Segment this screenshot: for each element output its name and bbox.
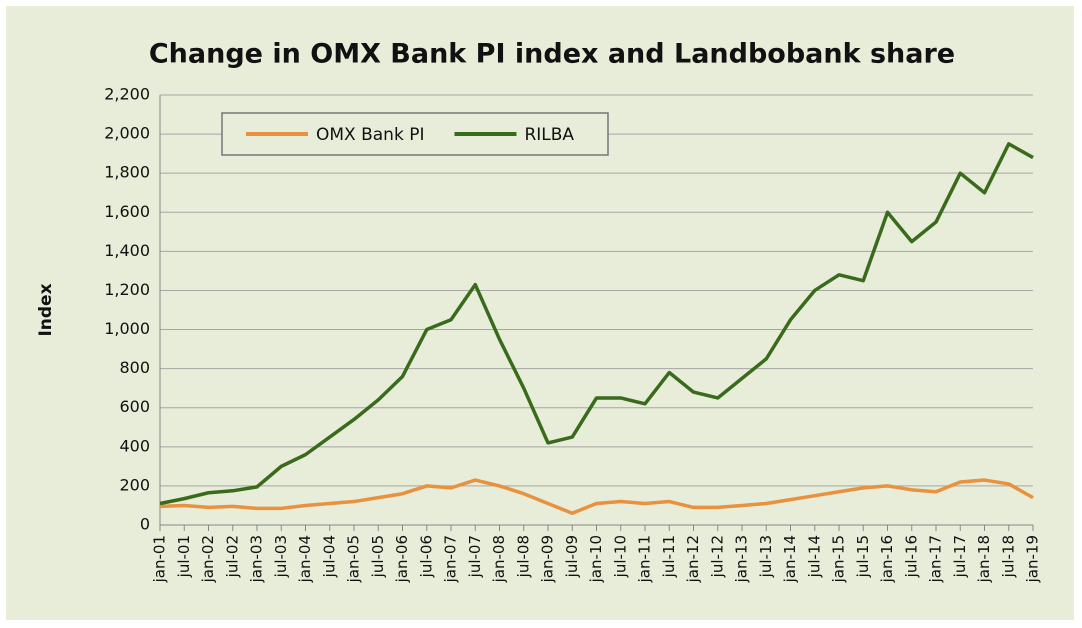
x-tick-label: jul-08: [514, 535, 532, 578]
x-tick-label: jan-01: [151, 535, 169, 583]
x-tick-label: jul-15: [854, 535, 872, 578]
y-tick-label: 600: [119, 397, 150, 416]
x-tick-label: jul-13: [757, 535, 775, 578]
y-tick-label: 2,200: [104, 85, 150, 104]
x-tick-label: jul-10: [611, 535, 629, 578]
y-tick-label: 0: [140, 515, 150, 534]
y-tick-label: 400: [119, 436, 150, 455]
x-tick-label: jan-14: [781, 535, 799, 583]
y-tick-label: 1,800: [104, 163, 150, 182]
x-tick-label: jan-08: [490, 535, 508, 583]
x-tick-label: jan-06: [393, 535, 411, 583]
x-tick-label: jul-06: [417, 535, 435, 578]
y-tick-label: 1,000: [104, 319, 150, 338]
x-tick-label: jan-02: [199, 535, 217, 583]
x-tick-label: jul-11: [660, 535, 678, 578]
x-tick-label: jan-15: [830, 535, 848, 583]
x-tick-label: jul-12: [708, 535, 726, 578]
legend-label: OMX Bank PI: [316, 125, 424, 145]
x-tick-label: jan-07: [442, 535, 460, 583]
x-tick-label: jul-16: [902, 535, 920, 578]
x-tick-label: jul-05: [369, 535, 387, 578]
x-tick-label: jul-01: [175, 535, 193, 578]
x-tick-label: jan-11: [636, 535, 654, 583]
x-tick-label: jan-04: [296, 535, 314, 583]
x-tick-label: jan-03: [248, 535, 266, 583]
series-line: [159, 478, 1034, 516]
y-tick-label: 1,400: [104, 241, 150, 260]
chart-title: Change in OMX Bank PI index and Landboba…: [149, 39, 955, 70]
x-tick-label: jul-07: [466, 535, 484, 578]
x-tick-label: jan-18: [975, 535, 993, 583]
x-tick-label: jul-03: [272, 535, 290, 578]
x-tick-label: jul-14: [805, 535, 823, 578]
y-tick-label: 800: [119, 358, 150, 377]
legend-label: RILBA: [524, 125, 574, 145]
x-tick-label: jan-13: [733, 535, 751, 583]
y-tick-label: 200: [119, 475, 150, 494]
series-line: [159, 142, 1034, 506]
x-tick-label: jan-17: [927, 535, 945, 583]
x-tick-label: jan-16: [878, 535, 896, 583]
background: [6, 6, 1074, 620]
x-tick-label: jul-04: [320, 535, 338, 578]
y-tick-label: 1,600: [104, 202, 150, 221]
y-tick-label: 1,200: [104, 280, 150, 299]
y-axis-label: Index: [36, 283, 56, 336]
x-tick-label: jan-12: [684, 535, 702, 583]
y-tick-label: 2,000: [104, 124, 150, 143]
x-tick-label: jan-19: [1024, 535, 1042, 583]
x-tick-label: jul-02: [223, 535, 241, 578]
x-tick-label: jan-09: [539, 535, 557, 583]
x-tick-label: jul-17: [951, 535, 969, 578]
x-tick-label: jan-05: [345, 535, 363, 583]
x-tick-label: jan-10: [587, 535, 605, 583]
x-tick-label: jul-09: [563, 535, 581, 578]
x-tick-label: jul-18: [999, 535, 1017, 578]
